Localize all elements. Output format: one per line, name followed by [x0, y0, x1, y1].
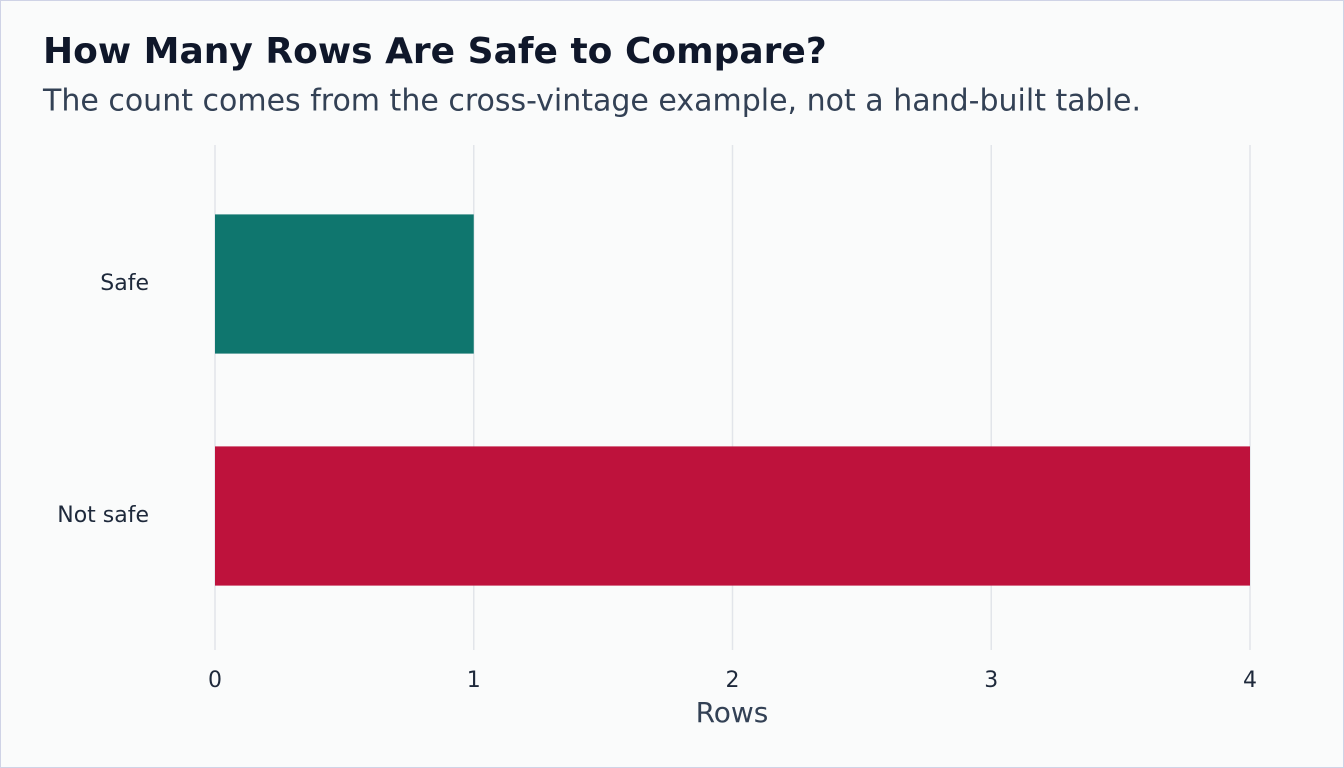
chart-subtitle: The count comes from the cross-vintage e…: [42, 84, 1141, 119]
x-axis-label: Rows: [696, 696, 769, 729]
x-tick-label: 1: [467, 668, 481, 693]
chart-title: How Many Rows Are Safe to Compare?: [43, 31, 827, 72]
x-tick-label: 0: [208, 668, 222, 693]
bar: [215, 446, 1250, 586]
x-tick-label: 4: [1243, 668, 1257, 693]
x-tick-label: 2: [726, 668, 740, 693]
x-tick-label: 3: [984, 668, 998, 693]
y-tick-label: Safe: [100, 271, 149, 296]
bar: [215, 214, 474, 354]
y-tick-label: Not safe: [57, 503, 149, 528]
